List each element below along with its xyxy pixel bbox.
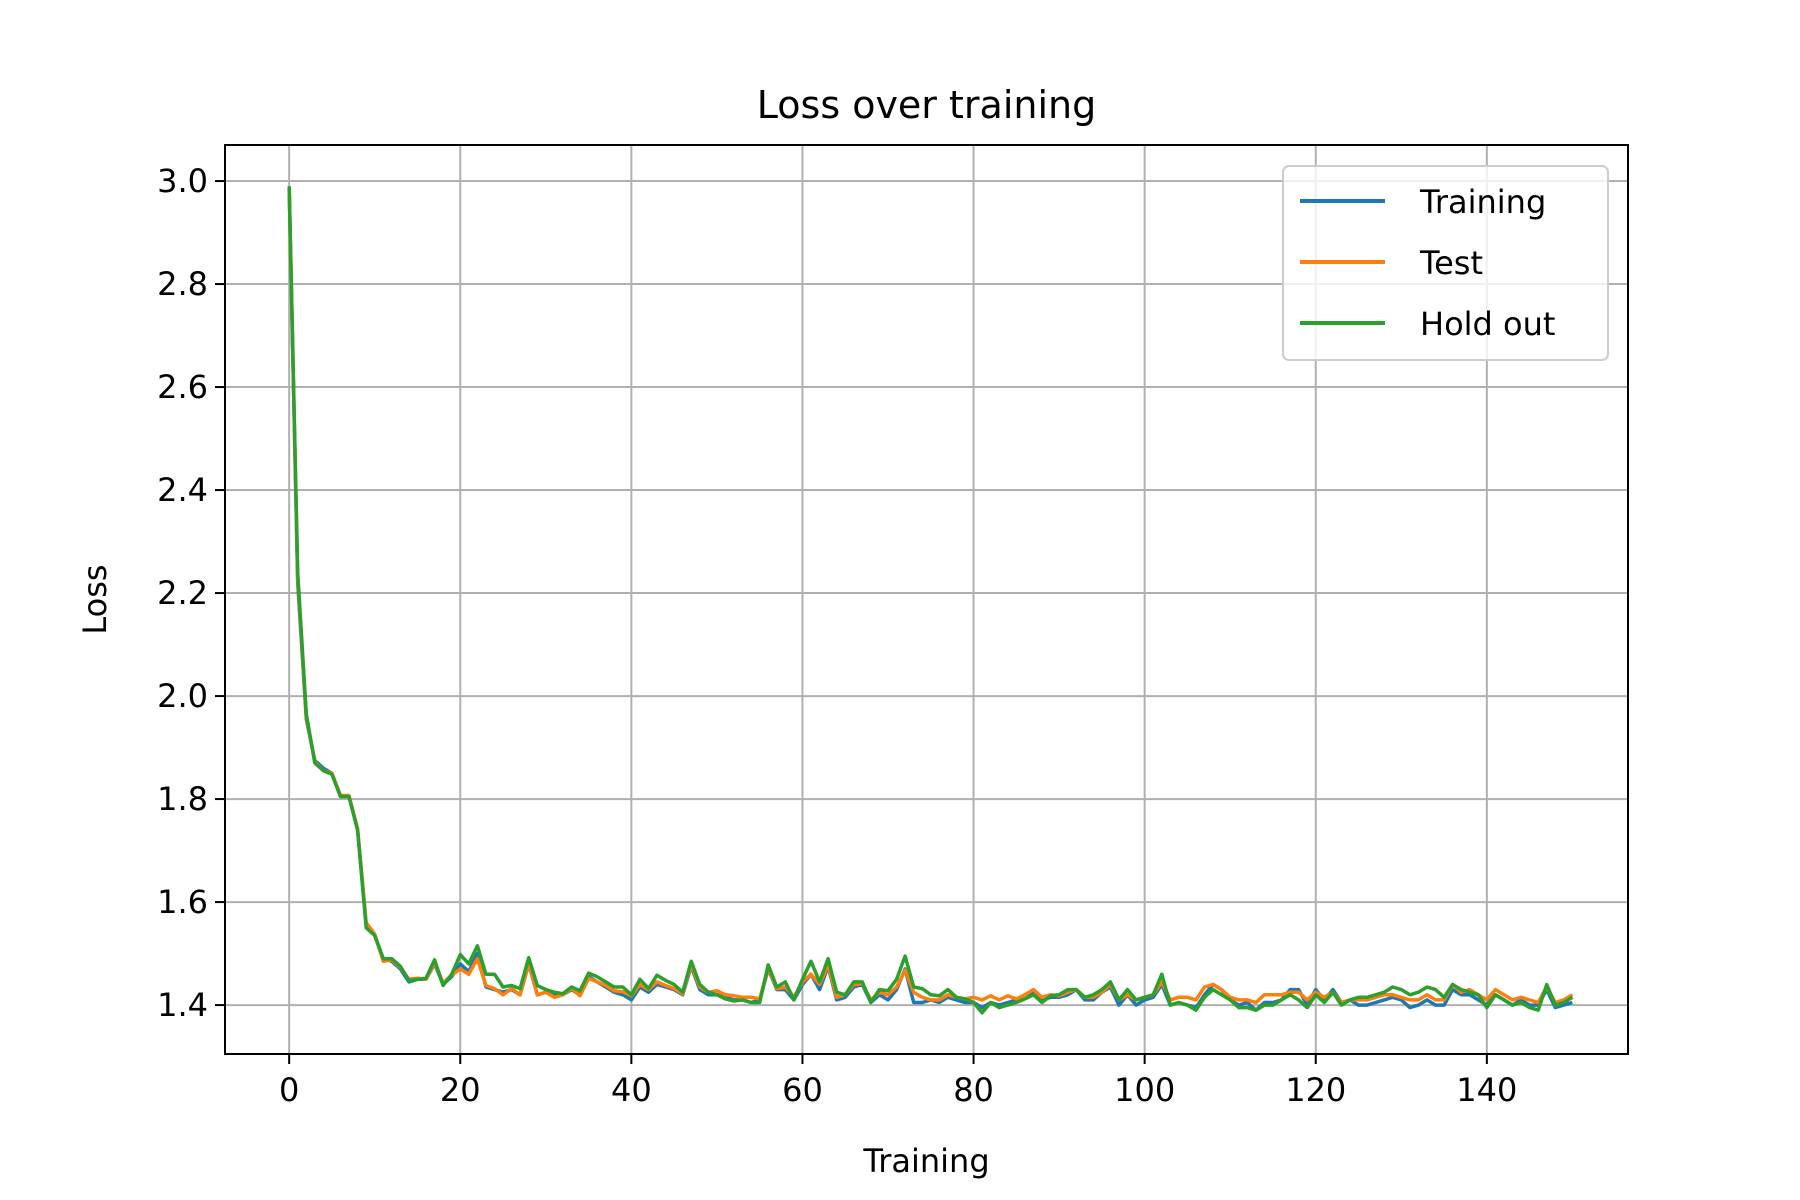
y-axis: 1.4 1.6 1.8 2.0 2.2 2.4 2.6 2.8 3.0 [157,162,225,1024]
y-tick-label: 2.8 [157,265,208,303]
x-tick-label: 140 [1456,1071,1517,1109]
legend-box [1282,165,1609,361]
y-tick-label: 1.6 [157,883,208,921]
series-layer [287,186,1574,1015]
series-line-test [287,188,1574,1005]
x-tick-label: 80 [953,1071,994,1109]
legend-label: Training [1419,183,1546,221]
y-axis-label: Loss [76,564,114,634]
x-tick-label: 60 [782,1071,823,1109]
y-tick-label: 2.6 [157,368,208,406]
plot-frame [224,144,1629,1055]
x-tick-label: 100 [1114,1071,1175,1109]
y-tick-label: 2.4 [157,471,208,509]
legend-label: Hold out [1420,305,1555,343]
x-tick-label: 120 [1285,1071,1346,1109]
y-tick-label: 2.0 [157,677,208,715]
y-tick-label: 3.0 [157,162,208,200]
y-tick-label: 1.4 [157,986,208,1024]
y-tick-label: 1.8 [157,780,208,818]
y-tick-label: 2.2 [157,574,208,612]
x-axis: 0 20 40 60 80 100 120 140 [279,1054,1517,1109]
series-line-hold-out [287,186,1574,1015]
chart-title: Loss over training [757,83,1096,127]
legend-label: Test [1419,244,1483,282]
x-tick-label: 40 [611,1071,652,1109]
legend: Training Test Hold out [1282,165,1609,361]
x-tick-label: 20 [440,1071,481,1109]
x-axis-label: Training [862,1142,989,1180]
x-tick-label: 0 [279,1071,299,1109]
